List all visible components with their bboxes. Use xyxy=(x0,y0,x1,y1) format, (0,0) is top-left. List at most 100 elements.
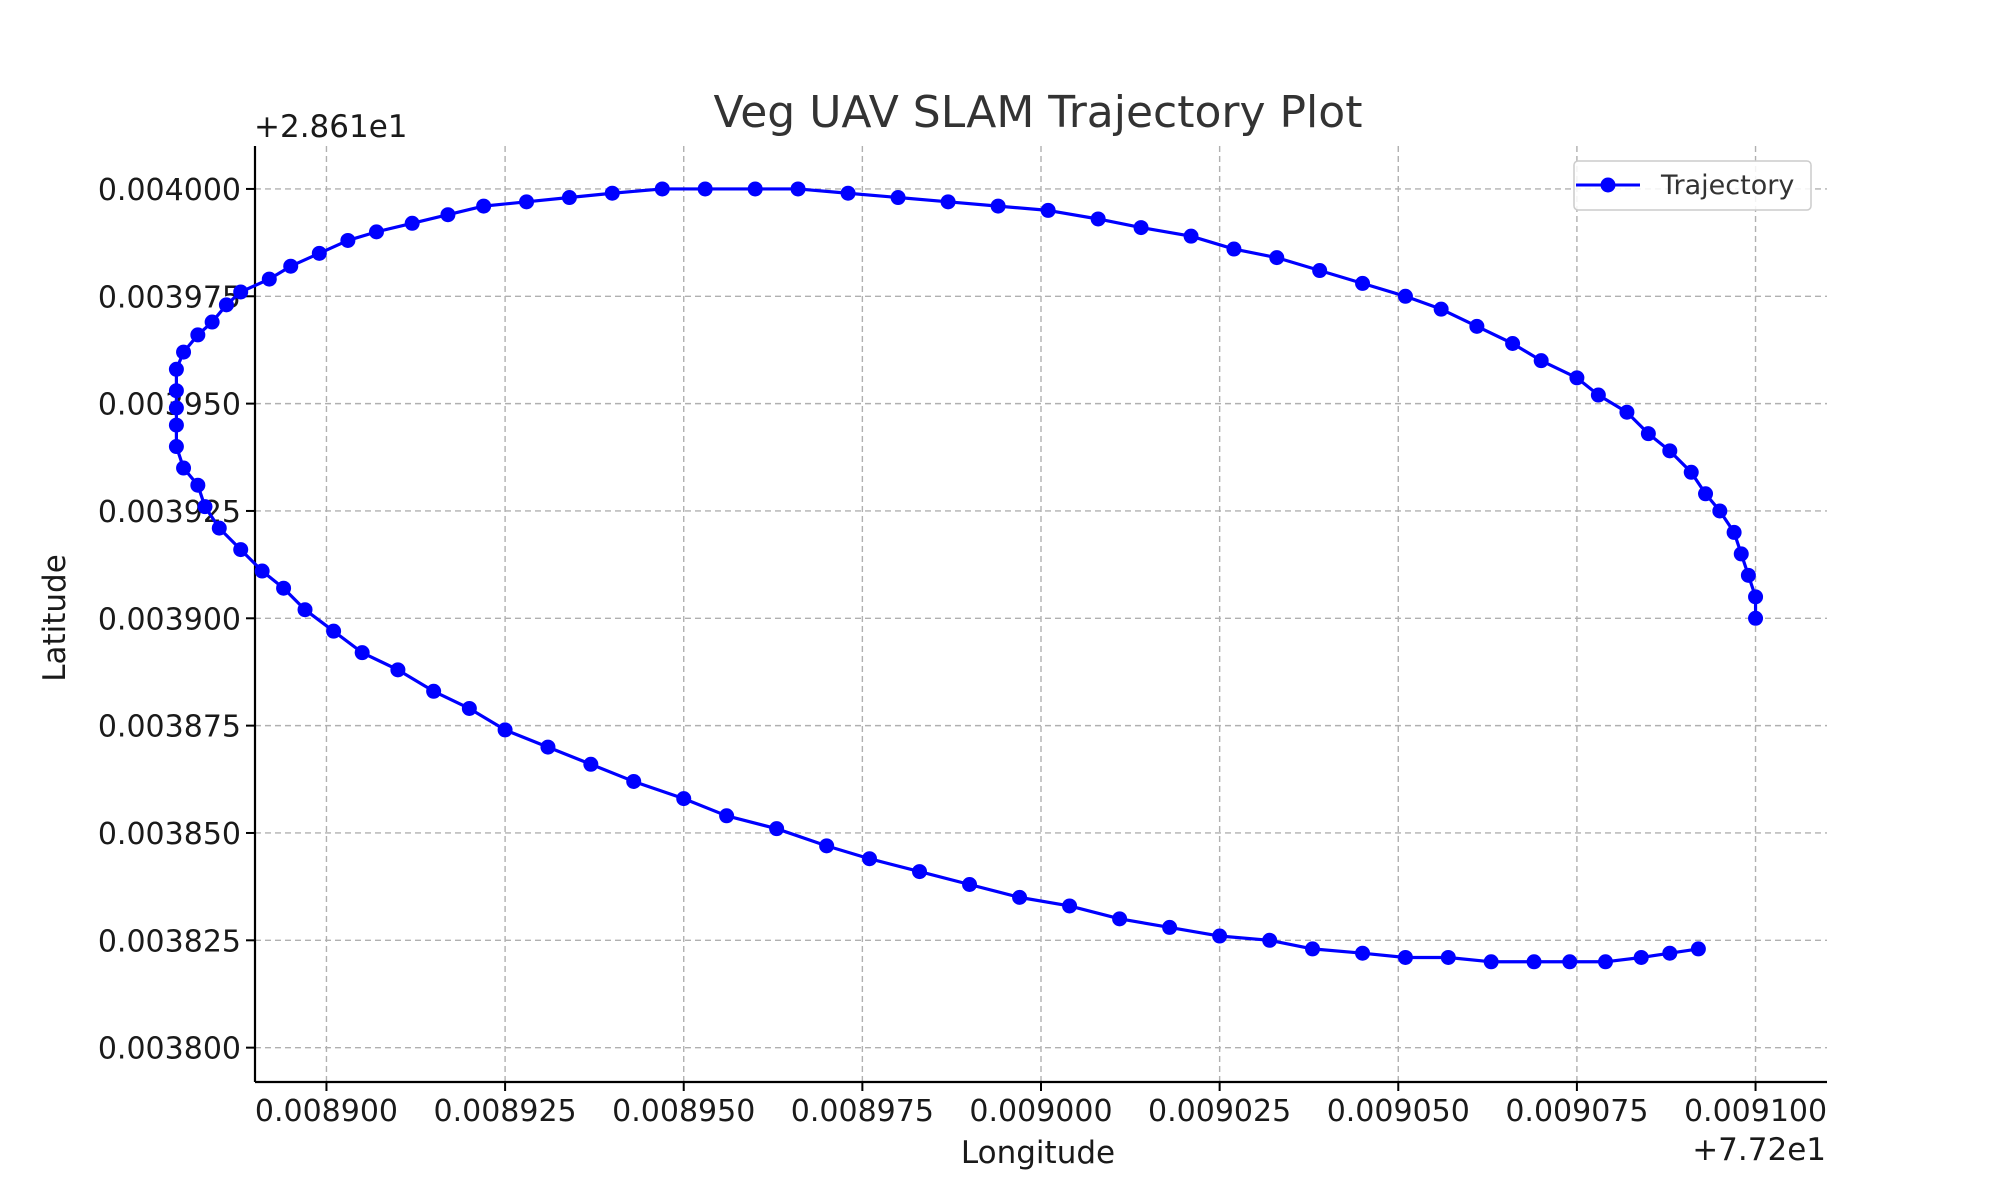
y-tick-label: 0.003825 xyxy=(98,924,241,959)
x-tick-label: 0.008975 xyxy=(791,1094,934,1129)
trajectory-point xyxy=(1062,898,1078,914)
trajectory-point xyxy=(912,864,928,880)
trajectory-point xyxy=(233,542,249,558)
trajectory-point xyxy=(1469,318,1485,334)
trajectory-point xyxy=(840,185,856,201)
y-tick-label: 0.003900 xyxy=(98,602,241,637)
trajectory-point xyxy=(1269,250,1285,266)
trajectory-point xyxy=(1133,220,1149,236)
trajectory-point xyxy=(1597,954,1613,970)
trajectory-point xyxy=(297,602,313,618)
trajectory-point xyxy=(1305,941,1321,957)
trajectory-point xyxy=(1683,464,1699,480)
series-line-trajectory xyxy=(174,187,1758,964)
x-tick-label: 0.009050 xyxy=(1327,1094,1470,1129)
trajectory-point xyxy=(390,662,406,678)
legend-label-trajectory: Trajectory xyxy=(1660,170,1794,201)
trajectory-point xyxy=(190,477,206,493)
trajectory-point xyxy=(540,739,556,755)
trajectory-point xyxy=(354,645,370,661)
x-axis-label: Longitude xyxy=(961,1135,1115,1171)
trajectory-point xyxy=(1212,928,1228,944)
trajectory-point xyxy=(1740,567,1756,583)
trajectory-point xyxy=(1505,336,1521,351)
plot-area xyxy=(168,181,1764,970)
trajectory-point xyxy=(168,417,184,433)
x-tick-label: 0.009100 xyxy=(1684,1094,1827,1129)
trajectory-point xyxy=(168,383,184,399)
trajectory-point xyxy=(1533,353,1549,369)
trajectory-point xyxy=(176,344,192,360)
trajectory-point xyxy=(1690,941,1706,957)
trajectory-point xyxy=(1640,426,1656,442)
trajectory-point xyxy=(426,683,442,699)
trajectory-point xyxy=(1433,301,1449,317)
trajectory-point xyxy=(261,271,277,287)
trajectory-point xyxy=(440,207,456,223)
trajectory-point xyxy=(1440,949,1456,965)
trajectory-point xyxy=(583,756,599,772)
trajectory-point xyxy=(1112,911,1128,927)
trajectory-point xyxy=(1397,949,1413,965)
x-tick-label: 0.008950 xyxy=(612,1094,755,1129)
trajectory-point xyxy=(197,499,213,515)
trajectory-point xyxy=(168,361,184,377)
y-tick-label: 0.003800 xyxy=(98,1032,241,1067)
trajectory-point xyxy=(1262,932,1278,948)
x-tick-label: 0.009000 xyxy=(969,1094,1112,1129)
trajectory-point xyxy=(476,198,492,214)
x-axis-offset-label: +7.72e1 xyxy=(1692,1132,1826,1168)
trajectory-point xyxy=(311,245,327,261)
trajectory-point xyxy=(940,194,956,210)
trajectory-point xyxy=(719,808,735,824)
y-axis-label: Latitude xyxy=(37,554,73,682)
trajectory-point xyxy=(1662,945,1678,961)
chart-title: Veg UAV SLAM Trajectory Plot xyxy=(714,87,1363,138)
trajectory-point xyxy=(1562,954,1578,970)
trajectory-point xyxy=(1748,610,1764,626)
y-tick-label: 0.003850 xyxy=(98,817,241,852)
trajectory-point xyxy=(769,821,785,837)
x-tick-label: 0.008925 xyxy=(434,1094,577,1129)
trajectory-point xyxy=(218,297,234,313)
trajectory-point xyxy=(1483,954,1499,970)
trajectory-point xyxy=(1748,589,1764,605)
trajectory-point xyxy=(1397,288,1413,304)
y-tick-label: 0.003975 xyxy=(98,280,241,315)
trajectory-point xyxy=(1526,954,1542,970)
trajectory-point xyxy=(1712,503,1728,519)
trajectory-point xyxy=(1590,387,1606,403)
trajectory-point xyxy=(1662,443,1678,459)
trajectory-point xyxy=(519,194,535,210)
trajectory-point xyxy=(1012,889,1028,905)
trajectory-point xyxy=(190,327,206,343)
trajectory-point xyxy=(1040,202,1056,218)
trajectory-point xyxy=(1355,945,1371,961)
trajectory-point xyxy=(990,198,1006,214)
trajectory-point xyxy=(1698,486,1714,502)
y-tick-label: 0.004000 xyxy=(98,173,241,208)
trajectory-point xyxy=(1183,228,1199,244)
y-axis-offset-label: +2.861e1 xyxy=(254,109,408,145)
trajectory-point xyxy=(461,700,477,716)
y-axis: 0.003800 0.003825 0.003850 0.003875 0.003900… xyxy=(98,173,255,1067)
trajectory-point xyxy=(1355,275,1371,291)
trajectory-point xyxy=(862,851,878,867)
x-tick-label: 0.009025 xyxy=(1148,1094,1291,1129)
trajectory-point xyxy=(276,580,292,596)
trajectory-point xyxy=(676,791,692,807)
trajectory-point xyxy=(211,520,227,536)
trajectory-point xyxy=(326,623,342,639)
trajectory-point xyxy=(962,877,978,892)
trajectory-point xyxy=(1733,546,1749,562)
trajectory-point xyxy=(368,224,384,240)
trajectory-point xyxy=(1633,949,1649,965)
trajectory-point xyxy=(1726,524,1742,540)
trajectory-point xyxy=(561,190,577,206)
trajectory-point xyxy=(1619,404,1635,420)
trajectory-point xyxy=(890,190,906,206)
grid xyxy=(255,146,1827,1082)
trajectory-point xyxy=(790,181,806,197)
trajectory-point xyxy=(168,439,184,455)
